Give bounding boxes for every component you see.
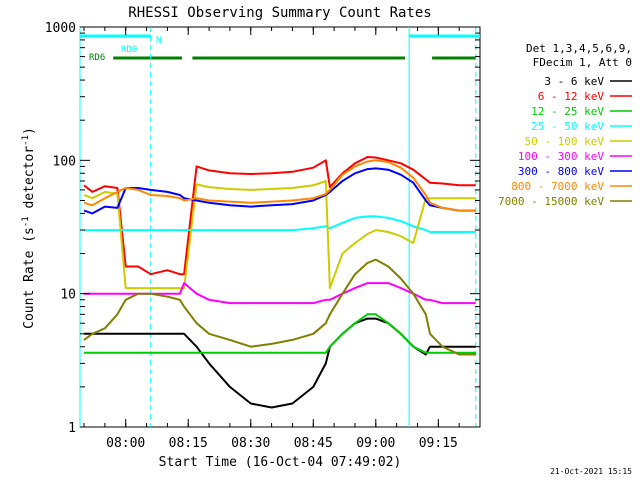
series-line-6 xyxy=(83,167,476,215)
series-line-4 xyxy=(83,180,476,290)
legend-label-1: 6 - 12 keV xyxy=(538,90,605,103)
chart-title: RHESSI Observing Summary Count Rates xyxy=(128,5,431,21)
legend-label-5: 100 - 300 keV xyxy=(518,150,604,163)
x-tick-label-0: 08:00 xyxy=(106,436,145,451)
series-line-2 xyxy=(84,313,476,354)
series-line-3 xyxy=(84,215,476,233)
flag-label-rd0: RD0 xyxy=(121,45,137,55)
x-tick-label-3: 08:45 xyxy=(294,436,333,451)
y-axis-label-part-2: detector xyxy=(22,146,37,217)
legend-header-line-2: FDecim 1, Att 0 xyxy=(533,56,632,69)
axis-layer: 08:00 08:15 08:30 08:45 09:00 09:15 1 10 100 1000 xyxy=(45,21,481,451)
flag-label-rd6: RD6 xyxy=(89,53,105,63)
series-line-1 xyxy=(83,156,476,276)
legend: 3 - 6 keV 6 - 12 keV 12 - 25 keV 25 - 50 ke… xyxy=(498,75,632,208)
series-layer xyxy=(83,156,476,409)
marker-layer xyxy=(79,27,477,427)
x-tick-label-4: 09:00 xyxy=(356,436,395,451)
legend-label-4: 50 - 100 keV xyxy=(525,135,605,148)
legend-label-2: 12 - 25 keV xyxy=(531,105,604,118)
y-axis-label-exponent-1: -1 xyxy=(21,216,31,227)
y-tick-label-0: 1 xyxy=(68,421,76,436)
legend-label-8: 7000 - 15000 keV xyxy=(498,195,604,208)
y-axis-label: Count Rate (s-1 detector-1) xyxy=(21,127,37,329)
y-tick-label-1: 10 xyxy=(60,288,76,303)
series-line-8 xyxy=(83,258,476,356)
flag-layer: RD0 N RD6 xyxy=(80,34,480,63)
x-tick-label-5: 09:15 xyxy=(419,436,458,451)
y-tick-label-2: 100 xyxy=(53,154,76,169)
x-axis-label: Start Time (16-Oct-04 07:49:02) xyxy=(159,455,402,470)
series-line-7 xyxy=(83,159,476,212)
legend-label-7: 800 - 7000 keV xyxy=(511,180,604,193)
footer-date: 21-Oct-2021 15:15 xyxy=(550,467,632,476)
x-tick-label-2: 08:30 xyxy=(231,436,270,451)
legend-label-6: 300 - 800 keV xyxy=(518,165,604,178)
y-axis-label-part-3: ) xyxy=(22,127,37,135)
x-tick-label-1: 08:15 xyxy=(169,436,208,451)
legend-header-line-1: Det 1,3,4,5,6,9, xyxy=(526,42,632,55)
legend-label-3: 25 - 50 keV xyxy=(531,120,604,133)
y-tick-label-3: 1000 xyxy=(45,21,76,36)
legend-label-0: 3 - 6 keV xyxy=(544,75,604,88)
y-axis-label-part-1: Count Rate (s xyxy=(22,227,37,329)
flag-label-n: N xyxy=(156,36,161,46)
y-axis-label-exponent-2: -1 xyxy=(21,135,31,146)
